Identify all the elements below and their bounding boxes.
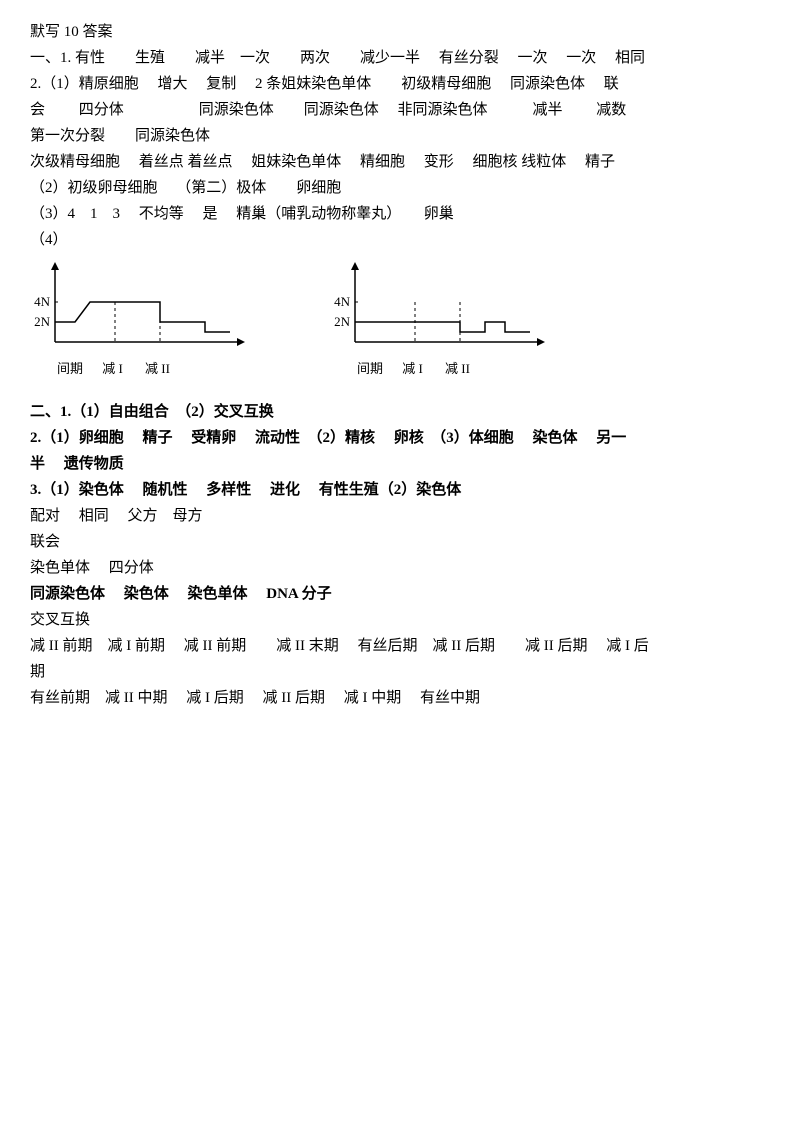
chart1-xlabels: 间期 减 I 减 II: [30, 359, 250, 380]
svg-text:4N: 4N: [34, 294, 51, 309]
chart1-xl0: 间期: [50, 359, 90, 380]
s2-line8: 同源染色体 染色体 染色单体 DNA 分子: [30, 582, 770, 606]
svg-text:2N: 2N: [34, 314, 51, 329]
s2-line4: 3.（1）染色体 随机性 多样性 进化 有性生殖（2）染色体: [30, 478, 770, 502]
title: 默写 10 答案: [30, 20, 770, 44]
chart1: 4N 2N 间期 减 I 减 II: [30, 262, 250, 380]
chart2-xl2: 减 II: [435, 359, 480, 380]
s2-line1: 二、1.（1）自由组合 （2）交叉互换: [30, 400, 770, 424]
s2-line5: 配对 相同 父方 母方: [30, 504, 770, 528]
s2-line9: 交叉互换: [30, 608, 770, 632]
s1-line4: 第一次分裂 同源染色体: [30, 124, 770, 148]
s1-line8: （4）: [30, 228, 770, 252]
chart2: 4N 2N 间期 减 I 减 II: [330, 262, 550, 380]
svg-text:2N: 2N: [334, 314, 351, 329]
chart2-xl0: 间期: [350, 359, 390, 380]
s2-line12: 有丝前期 减 II 中期 减 I 后期 减 II 后期 减 I 中期 有丝中期: [30, 686, 770, 710]
chart1-xl1: 减 I: [90, 359, 135, 380]
charts-row: 4N 2N 间期 减 I 减 II 4N 2N 间期 减 I 减 II: [30, 262, 770, 380]
s1-line6: （2）初级卵母细胞 （第二）极体 卵细胞: [30, 176, 770, 200]
s1-line7: （3）4 1 3 不均等 是 精巢（哺乳动物称睾丸） 卵巢: [30, 202, 770, 226]
s2-line2: 2.（1）卵细胞 精子 受精卵 流动性 （2）精核 卵核 （3）体细胞 染色体 …: [30, 426, 770, 450]
s2-line10: 减 II 前期 减 I 前期 减 II 前期 减 II 末期 有丝后期 减 II…: [30, 634, 770, 658]
s1-line2: 2.（1）精原细胞 增大 复制 2 条姐妹染色单体 初级精母细胞 同源染色体 联: [30, 72, 770, 96]
s1-line5: 次级精母细胞 着丝点 着丝点 姐妹染色单体 精细胞 变形 细胞核 线粒体 精子: [30, 150, 770, 174]
s2-line6: 联会: [30, 530, 770, 554]
svg-text:4N: 4N: [334, 294, 351, 309]
chart2-xlabels: 间期 减 I 减 II: [330, 359, 550, 380]
s1-line1: 一、1. 有性 生殖 减半 一次 两次 减少一半 有丝分裂 一次 一次 相同: [30, 46, 770, 70]
s2-line3: 半 遗传物质: [30, 452, 770, 476]
s2-line7: 染色单体 四分体: [30, 556, 770, 580]
s1-line3: 会 四分体 同源染色体 同源染色体 非同源染色体 减半 减数: [30, 98, 770, 122]
s2-line11: 期: [30, 660, 770, 684]
chart1-xl2: 减 II: [135, 359, 180, 380]
chart2-xl1: 减 I: [390, 359, 435, 380]
